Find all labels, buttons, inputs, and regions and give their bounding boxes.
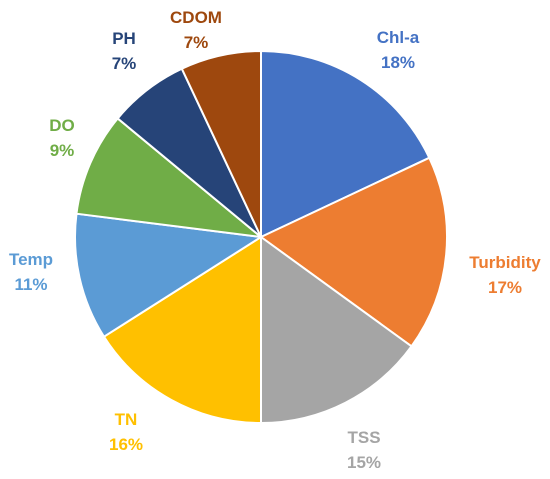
pie-slice-cdom [180,50,262,238]
pie-slice-chl-a [260,50,431,238]
slice-percent-label-chl-a: 18% [381,53,415,72]
pie-slice-temp [74,212,262,338]
pie-labels: Chl-a 18% Turbidity 17% TSS 15% TN 16% Temp 11% DO… [9,8,541,472]
slice-percent-label-tss: 15% [347,453,381,472]
slice-name-label-turbidity: Turbidity [469,253,541,272]
pie-slice-do [75,117,262,238]
pie-slice-turbidity [260,156,448,348]
pie-slice-tss [260,236,413,424]
slice-name-label-cdom: CDOM [170,8,222,27]
slice-name-label-do: DO [49,116,75,135]
slice-percent-label-cdom: 7% [184,33,209,52]
slice-percent-label-ph: 7% [112,54,137,73]
slice-percent-label-tn: 16% [109,435,143,454]
slice-percent-label-turbidity: 17% [488,278,522,297]
slice-name-label-tn: TN [115,410,138,429]
slice-percent-label-temp: 11% [14,275,47,294]
slice-percent-label-do: 9% [50,141,75,160]
slice-name-label-chl-a: Chl-a [377,28,420,47]
slice-name-label-ph: PH [112,29,136,48]
slice-name-label-tss: TSS [347,428,380,447]
slice-name-label-temp: Temp [9,250,53,269]
pie-slices [74,50,448,424]
pie-slice-tn [102,236,262,424]
